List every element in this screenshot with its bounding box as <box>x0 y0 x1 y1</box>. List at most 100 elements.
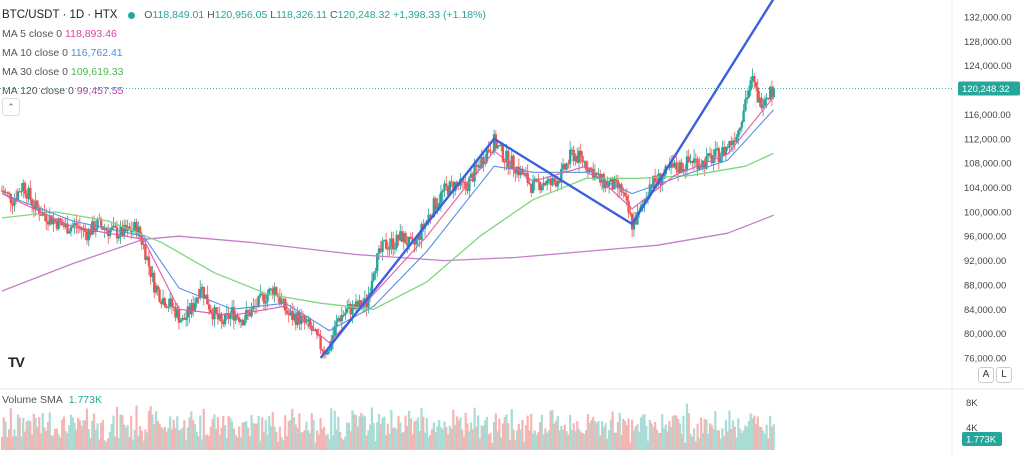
price-tick-label: 132,000.00 <box>964 13 1012 24</box>
volume-bar <box>593 421 597 450</box>
legend-collapse-button[interactable]: ⌃ <box>2 98 20 116</box>
candle-body <box>584 161 588 170</box>
volume-bar <box>48 412 51 450</box>
ma10-row[interactable]: MA 10 close 0 116,762.41 <box>2 47 123 59</box>
volume-bar <box>664 424 667 450</box>
volume-bar <box>399 422 402 450</box>
candle-body <box>634 219 637 225</box>
volume-bar <box>78 420 81 450</box>
candle-body <box>763 99 767 106</box>
candle-body <box>158 289 161 302</box>
candle-body <box>71 225 74 228</box>
candle-body <box>328 349 331 351</box>
candle-body <box>570 149 574 151</box>
volume-bar <box>218 434 221 450</box>
volume-bar <box>429 434 432 450</box>
symbol-title[interactable]: BTC/USDT · 1D · HTX <box>2 9 118 21</box>
volume-bar <box>758 426 761 450</box>
candle-body <box>391 238 395 250</box>
log-scale-button[interactable]: L <box>996 367 1012 383</box>
candle-body <box>721 147 724 157</box>
auto-scale-button[interactable]: A <box>978 367 994 383</box>
candle-body <box>586 169 590 173</box>
volume-bar <box>234 434 237 450</box>
candle-body <box>241 319 244 326</box>
volume-bar <box>2 417 5 450</box>
volume-bar <box>199 415 202 450</box>
candle-body <box>549 178 552 186</box>
candle-body <box>48 215 51 225</box>
candle-body <box>567 163 570 165</box>
ma10-value: 116,762.41 <box>70 47 123 59</box>
volume-bar <box>457 420 460 450</box>
candle-body <box>381 241 384 252</box>
candle-body <box>452 182 455 192</box>
tradingview-logo[interactable]: TV <box>8 354 25 370</box>
candle-body <box>177 309 181 323</box>
candle-body <box>749 80 752 91</box>
ma30-row[interactable]: MA 30 close 0 109,619.33 <box>2 66 124 78</box>
volume-bar <box>248 436 251 450</box>
volume-bar <box>252 423 255 450</box>
volume-bar <box>38 417 41 450</box>
candle-body <box>260 293 264 295</box>
volume-bar <box>360 412 363 450</box>
candle-body <box>284 298 287 311</box>
volume-bar <box>390 410 393 450</box>
volume-bar <box>445 427 448 450</box>
candle-body <box>641 203 644 206</box>
volume-bar <box>696 423 699 450</box>
volume-bar <box>556 416 559 450</box>
ma120-row[interactable]: MA 120 close 0 99,457.55 <box>2 85 124 97</box>
volume-bar <box>434 432 437 450</box>
volume-bar <box>282 440 285 450</box>
volume-bar <box>365 435 368 450</box>
candle-body <box>345 308 349 313</box>
volume-bar <box>588 422 591 450</box>
volume-bar <box>170 429 174 450</box>
volume-bar <box>207 435 211 450</box>
volume-bar <box>87 429 90 450</box>
volume-label[interactable]: Volume SMA <box>2 394 63 406</box>
candle-body <box>351 304 354 315</box>
chart-legend: BTC/USDT · 1D · HTX O118,849.01 H120,956… <box>2 6 486 101</box>
volume-bar <box>450 428 453 450</box>
volume-bar <box>491 442 494 450</box>
candle-body <box>448 181 452 196</box>
trendline-path[interactable] <box>319 0 775 359</box>
volume-bar <box>546 433 549 450</box>
trendline-drawing[interactable] <box>319 0 775 359</box>
volume-bar <box>7 429 11 450</box>
candle-body <box>427 214 430 221</box>
candle-body <box>703 160 706 169</box>
volume-bar <box>701 432 705 450</box>
candle-body <box>379 248 382 252</box>
volume-bar <box>710 424 713 450</box>
candle-body <box>117 236 121 239</box>
volume-bar <box>756 416 759 450</box>
candle-body <box>223 313 227 325</box>
volume-bar <box>615 432 618 450</box>
volume-bar <box>324 435 328 450</box>
volume-bar <box>508 440 512 450</box>
ma5-row[interactable]: MA 5 close 0 118,893.46 <box>2 28 117 40</box>
candle-body <box>595 172 598 175</box>
volume-bar <box>500 437 503 450</box>
volume-bar <box>586 414 589 450</box>
candle-body <box>271 288 275 296</box>
candle-body <box>301 315 305 317</box>
volume-bar <box>268 415 271 450</box>
candle-body <box>505 150 508 162</box>
candle-body <box>583 161 586 163</box>
volume-bar <box>561 429 565 450</box>
candle-body <box>531 181 535 193</box>
candle-body <box>135 221 138 235</box>
volume-bar <box>328 438 331 450</box>
candle-body <box>68 231 71 234</box>
candle-body <box>623 192 627 196</box>
candle-body <box>687 156 690 162</box>
volume-bar <box>117 437 120 450</box>
price-axis[interactable]: 132,000.00128,000.00124,000.00120,000.00… <box>0 13 1020 447</box>
volume-bar <box>84 420 87 450</box>
